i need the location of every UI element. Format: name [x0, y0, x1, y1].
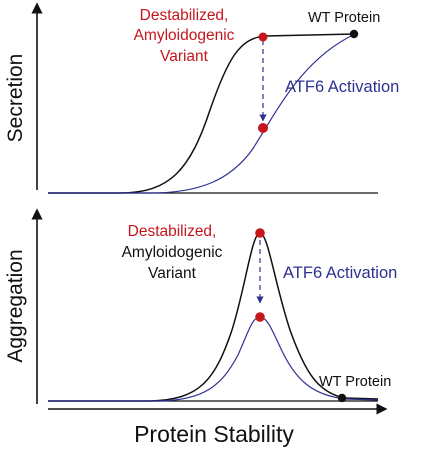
bottom-variant-label-line2: Amyloidogenic — [122, 244, 223, 261]
bottom-atf6-label: ATF6 Activation — [283, 264, 397, 282]
top-variant-label-line1: Destabilized, — [140, 7, 229, 24]
top-variant-point — [258, 32, 268, 42]
bottom-y-axis-label: Aggregation — [4, 249, 27, 362]
top-y-axis-label: Secretion — [4, 54, 27, 143]
x-axis-label: Protein Stability — [134, 421, 294, 447]
bottom-variant-label-line1: Destabilized, — [128, 223, 217, 240]
bottom-atf6-point — [255, 312, 265, 322]
top-curve-wt — [48, 33, 356, 194]
bottom-panel: Aggregation Destabilized, Amyloidogenic … — [4, 208, 397, 404]
bottom-variant-label-line3: Variant — [148, 265, 197, 282]
top-panel: Secretion Destabilized, Amyloidogenic Va… — [4, 2, 399, 194]
bottom-variant-point — [255, 228, 265, 238]
top-wt-label: WT Protein — [308, 10, 380, 26]
bottom-wt-point — [337, 393, 347, 403]
top-atf6-label: ATF6 Activation — [285, 78, 399, 96]
top-wt-point — [349, 29, 359, 39]
top-variant-label-line2: Amyloidogenic — [134, 27, 235, 44]
bottom-wt-label: WT Protein — [319, 374, 391, 390]
x-axis-group: Protein Stability — [48, 403, 388, 447]
top-variant-label-line3: Variant — [160, 48, 209, 65]
top-curve-atf6 — [48, 33, 356, 194]
top-atf6-point — [258, 123, 268, 133]
